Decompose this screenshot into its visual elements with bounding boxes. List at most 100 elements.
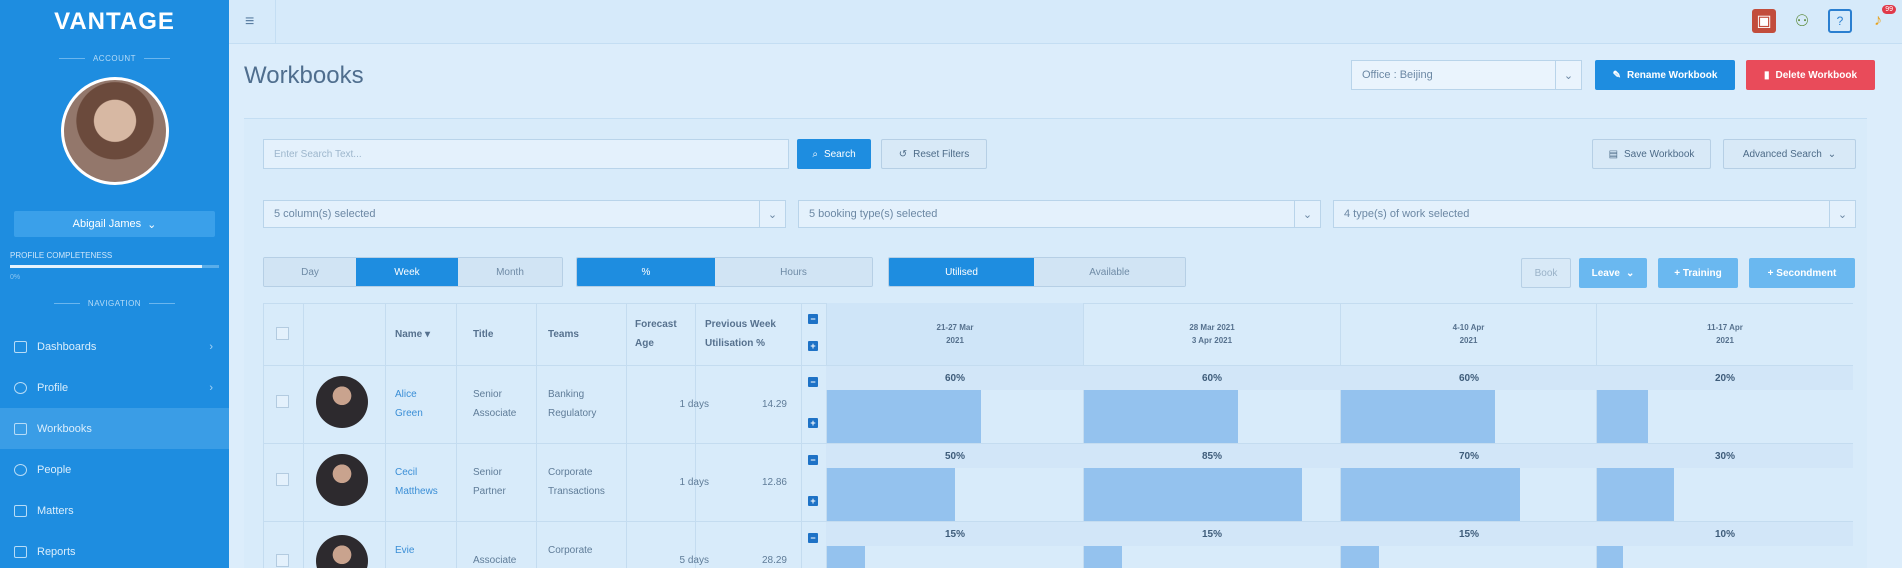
toggle-month[interactable]: Month [458,258,562,286]
week-percent: 60% [1458,373,1479,384]
dashboard-icon [14,340,27,353]
title-line: Senior [473,389,502,400]
sidebar-item-reports[interactable]: Reports [0,531,229,568]
week-header-line: 4-10 Apr [1452,323,1485,332]
divider [456,303,457,568]
column-header-title[interactable]: Title [473,328,494,340]
feedback-icon[interactable]: ? [1828,9,1852,33]
utilisation-bar[interactable] [827,468,955,521]
column-header-prev-util[interactable]: Previous Week Utilisation % [705,303,776,365]
delete-workbook-button[interactable]: ▮ Delete Workbook [1746,60,1875,90]
column-header-name[interactable]: Name ▾ [395,303,430,365]
toggle-week[interactable]: Week [356,258,458,286]
training-button[interactable]: + Training [1658,258,1738,288]
last-name: Green [395,408,423,419]
advanced-search-button[interactable]: Advanced Search ⌄ [1723,139,1856,169]
sidebar-item-label: People [37,463,72,476]
utilisation-bar[interactable] [1084,468,1302,521]
expand-all-icon[interactable]: + [808,341,818,351]
utilisation-bar[interactable] [827,390,981,443]
booking-types-select[interactable]: 5 booking type(s) selected ⌄ [798,200,1321,228]
book-button[interactable]: Book [1521,258,1571,288]
advanced-search-label: Advanced Search [1742,148,1822,160]
first-name: Cecil [395,467,418,478]
unit-toggle: % Hours [576,257,873,287]
week-header-4: 11-17 Apr 2021 [1597,303,1853,365]
office-select[interactable]: Office : Beijing ⌄ [1351,60,1582,90]
sidebar: VANTAGE ACCOUNT Abigail James ⌄ PROFILE … [0,0,229,568]
week-percent: 70% [1458,451,1479,462]
row-checkbox[interactable] [276,395,289,408]
toggle-utilised[interactable]: Utilised [889,258,1034,286]
column-header-label: Forecast [635,319,677,330]
bell-icon[interactable]: ♪ 99 [1866,5,1896,33]
leave-button[interactable]: Leave ⌄ [1579,258,1647,288]
search-button[interactable]: ⌕ Search [797,139,871,169]
people-swap-icon[interactable]: ⚇ [1794,13,1810,30]
toggle-day[interactable]: Day [264,258,356,286]
chevron-down-icon: ⌄ [1827,148,1837,160]
search-input[interactable]: Enter Search Text... [263,139,789,169]
utilisation-bar[interactable] [1341,468,1520,521]
select-all-checkbox[interactable] [276,327,289,340]
column-header-label: Previous Week [705,319,776,330]
row-checkbox[interactable] [276,473,289,486]
secondment-button[interactable]: + Secondment [1749,258,1855,288]
reset-filters-button[interactable]: ↺ Reset Filters [881,139,987,169]
utilisation-bar[interactable] [1597,546,1623,568]
row-checkbox[interactable] [276,554,289,567]
collapse-row-icon[interactable]: − [808,533,818,543]
sidebar-item-matters[interactable]: Matters [0,490,229,531]
utilisation-bar[interactable] [1341,390,1495,443]
hamburger-menu-icon[interactable]: ≡ [245,13,255,30]
person-name-link[interactable]: Cecil Matthews [395,463,438,501]
team-line: Regulatory [548,408,597,419]
work-types-select[interactable]: 4 type(s) of work selected ⌄ [1333,200,1856,228]
column-header-forecast-age[interactable]: Forecast Age [635,303,677,365]
person-name-link[interactable]: Alice Green [395,385,423,423]
avatar[interactable] [316,535,368,568]
collapse-row-icon[interactable]: − [808,377,818,387]
utilisation-bar[interactable] [827,546,865,568]
profile-avatar[interactable] [60,77,169,185]
rename-workbook-button[interactable]: ✎ Rename Workbook [1595,60,1735,90]
utilisation-bar[interactable] [1084,546,1122,568]
title-line: Associate [473,408,517,419]
expand-row-icon[interactable]: + [808,418,818,428]
save-workbook-button[interactable]: ▤ Save Workbook [1592,139,1711,169]
expand-row-icon[interactable]: + [808,496,818,506]
toggle-percent[interactable]: % [577,258,715,286]
person-name-link[interactable]: Evie [395,541,414,560]
week-percent: 85% [1201,451,1222,462]
briefcase-icon[interactable]: ▣ [1752,9,1776,33]
column-header-label: Age [635,338,654,349]
avatar[interactable] [316,376,368,428]
sidebar-item-dashboards[interactable]: Dashboards › [0,326,229,367]
column-header-teams[interactable]: Teams [548,328,579,340]
person-title: Senior Associate [473,385,516,423]
divider [695,303,696,568]
sidebar-item-workbooks[interactable]: Workbooks [0,408,229,449]
collapse-all-icon[interactable]: − [808,314,818,324]
sidebar-item-people[interactable]: People [0,449,229,490]
collapse-row-icon[interactable]: − [808,455,818,465]
pencil-icon: ✎ [1612,69,1621,81]
forecast-age: 5 days [679,555,709,566]
week-percent: 50% [944,451,965,462]
sidebar-item-profile[interactable]: Profile › [0,367,229,408]
utilisation-bar[interactable] [1341,546,1379,568]
divider [263,443,1853,444]
utilisation-bar[interactable] [1597,390,1648,443]
toggle-hours[interactable]: Hours [715,258,872,286]
toggle-available[interactable]: Available [1034,258,1185,286]
columns-select[interactable]: 5 column(s) selected ⌄ [263,200,786,228]
utilisation-bar[interactable] [1084,390,1238,443]
user-menu-button[interactable]: Abigail James ⌄ [14,211,215,237]
avatar[interactable] [316,454,368,506]
chevron-right-icon: › [209,381,213,394]
title-line: Senior [473,467,502,478]
leave-label: Leave [1591,267,1620,279]
save-icon: ▤ [1608,148,1619,160]
utilisation-bar[interactable] [1597,468,1674,521]
account-section-label: ACCOUNT [0,54,229,63]
